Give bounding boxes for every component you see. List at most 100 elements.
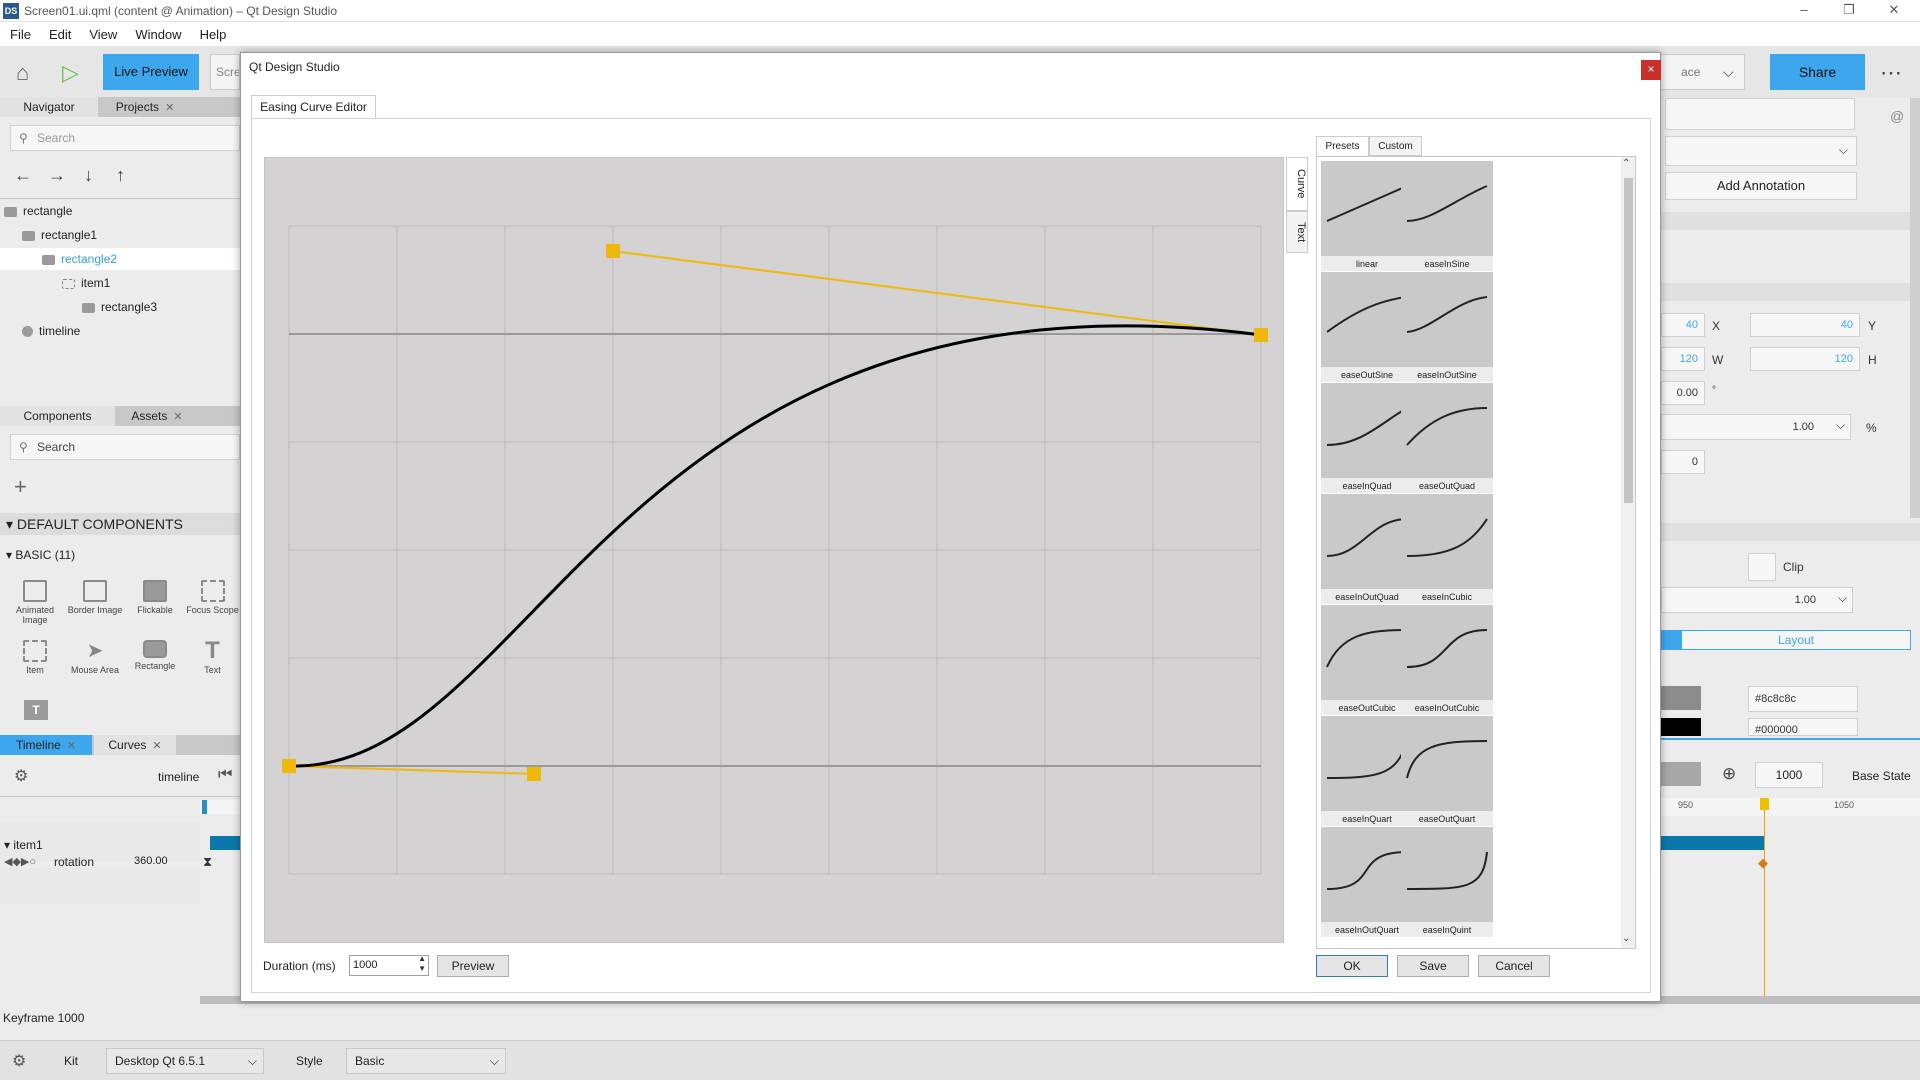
components-search-input[interactable]: ⚲ Search [10, 434, 240, 460]
basic-section-header[interactable]: ▾ BASIC (11) [6, 548, 76, 562]
tab-presets[interactable]: Presets [1316, 136, 1369, 156]
maximize-button[interactable]: ❐ [1843, 2, 1855, 17]
preset-easeoutquart[interactable]: easeOutQuart [1401, 716, 1493, 826]
default-components-header[interactable]: ▾ DEFAULT COMPONENTS [0, 513, 240, 535]
tab-timeline[interactable]: Timeline ✕ [0, 735, 92, 755]
color-field[interactable]: #8c8c8c [1748, 686, 1858, 712]
clip-checkbox[interactable] [1748, 553, 1776, 581]
tab-layout[interactable]: Layout [1681, 630, 1911, 650]
tree-item[interactable]: rectangle [0, 200, 240, 222]
scroll-up-icon[interactable]: ⌃ [1622, 158, 1631, 169]
tab-projects[interactable]: Projects ✕ [100, 97, 190, 117]
at-icon[interactable]: @ [1890, 108, 1905, 124]
component-item[interactable]: Item [5, 640, 65, 675]
tree-item[interactable]: timeline [0, 320, 240, 342]
scroll-down-icon[interactable]: ⌄ [1622, 933, 1631, 944]
close-window-button[interactable]: ✕ [1888, 2, 1900, 17]
playhead-handle[interactable] [202, 800, 207, 814]
tab-assets[interactable]: Assets ✕ [117, 406, 197, 426]
live-preview-button[interactable]: Live Preview [103, 54, 199, 90]
preset-easeinquad[interactable]: easeInQuad [1321, 383, 1413, 493]
component-flickable[interactable]: Flickable [125, 580, 185, 615]
timeline-ruler[interactable] [200, 800, 240, 814]
menu-edit[interactable]: Edit [48, 27, 72, 42]
arrow-left-icon[interactable]: ← [14, 165, 32, 185]
to-start-icon[interactable]: ⏮ [218, 766, 233, 783]
arrow-up-icon[interactable]: ↑ [116, 165, 125, 185]
tree-item[interactable]: rectangle3 [0, 296, 240, 318]
type-combo[interactable]: ⌵ [1665, 136, 1857, 166]
gear-icon[interactable]: ⚙ [14, 768, 29, 785]
save-button[interactable]: Save [1397, 955, 1469, 977]
y-field[interactable]: 40 [1750, 313, 1860, 337]
preview-button[interactable]: Preview [437, 955, 509, 977]
scale-field[interactable]: 1.00 [1661, 414, 1851, 440]
chevron-down-icon[interactable]: ⌵ [1838, 591, 1848, 605]
arrow-down-icon[interactable]: ↓ [84, 165, 93, 185]
border-color-field[interactable]: #000000 [1748, 718, 1858, 736]
preset-easeinoutquart[interactable]: easeInOutQuart [1321, 827, 1413, 937]
component-focus-scope[interactable]: Focus Scope [185, 580, 240, 615]
height-field[interactable]: 120 [1750, 347, 1860, 371]
preset-easeoutcubic[interactable]: easeOutCubic [1321, 605, 1413, 715]
close-icon[interactable]: ✕ [165, 102, 175, 114]
home-icon[interactable]: ⌂ [16, 60, 30, 85]
close-icon[interactable]: × [1641, 60, 1661, 80]
x-field[interactable]: 40 [1661, 313, 1705, 337]
color-swatch[interactable] [1661, 686, 1701, 710]
tab-components[interactable]: Components [0, 406, 115, 426]
preset-easeincubic[interactable]: easeInCubic [1401, 494, 1493, 604]
gear-icon[interactable]: ⚙ [12, 1053, 27, 1070]
tab-custom[interactable]: Custom [1369, 136, 1422, 156]
track-bar[interactable] [210, 836, 240, 850]
component-mouse-area[interactable]: ➤ Mouse Area [65, 640, 125, 675]
preset-easeinquart[interactable]: easeInQuart [1321, 716, 1413, 826]
width-field[interactable]: 120 [1661, 347, 1705, 371]
preset-easeinoutsine[interactable]: easeInOutSine [1401, 272, 1493, 382]
keyframe-nav-icon[interactable]: ◀◆▶○ [4, 856, 37, 868]
property-value[interactable]: 360.00 [134, 855, 168, 867]
tree-item-selected[interactable]: rectangle2 [0, 248, 240, 270]
component-border-image[interactable]: Border Image [65, 580, 125, 615]
scroll-thumb[interactable] [1624, 178, 1633, 503]
preset-easeoutquad[interactable]: easeOutQuad [1401, 383, 1493, 493]
track-bar[interactable] [1661, 836, 1765, 850]
border-color-swatch[interactable] [1661, 718, 1701, 736]
add-module-icon[interactable]: + [14, 474, 27, 499]
add-annotation-button[interactable]: Add Annotation [1665, 172, 1857, 200]
text-edit-icon[interactable]: T [24, 700, 48, 720]
close-icon[interactable]: ✕ [173, 411, 183, 423]
spin-arrows-icon[interactable]: ▲ ▼ [418, 954, 426, 973]
navigator-search-input[interactable]: ⚲ Search [10, 125, 240, 151]
tab-curve[interactable]: Curve [1286, 157, 1308, 211]
style-selector[interactable]: Basic ⌵ [346, 1048, 506, 1074]
component-rectangle[interactable]: Rectangle [125, 640, 185, 671]
z-field[interactable]: 0 [1661, 450, 1705, 474]
kit-selector[interactable]: Desktop Qt 6.5.1 ⌵ [106, 1048, 264, 1074]
share-button[interactable]: Share [1770, 54, 1865, 90]
close-icon[interactable]: ✕ [66, 740, 77, 752]
zoom-slider[interactable] [1661, 762, 1701, 786]
tab-text[interactable]: Text [1286, 211, 1308, 253]
arrow-right-icon[interactable]: → [48, 165, 66, 185]
end-frame-field[interactable]: 1000 [1755, 762, 1823, 788]
screen-selector[interactable]: Scree [210, 54, 240, 90]
properties-scrollbar[interactable] [1910, 98, 1920, 518]
duration-spinbox[interactable]: 1000 ▲ ▼ [349, 954, 429, 976]
preset-easeinoutquad[interactable]: easeInOutQuad [1321, 494, 1413, 604]
component-animated-image[interactable]: Animated Image [5, 580, 65, 625]
curve-canvas[interactable] [264, 157, 1284, 943]
track-item[interactable]: ▾ item1 [4, 838, 43, 852]
preset-easeoutsine[interactable]: easeOutSine [1321, 272, 1413, 382]
menu-file[interactable]: File [10, 27, 31, 42]
tree-item[interactable]: item1 [0, 272, 240, 294]
preset-easeinsine[interactable]: easeInSine [1401, 161, 1493, 271]
minimize-button[interactable]: – [1800, 2, 1808, 17]
opacity-field[interactable]: 1.00 [1661, 587, 1853, 613]
preset-linear[interactable]: linear [1321, 161, 1413, 271]
tab-curves[interactable]: Curves ✕ [94, 735, 176, 755]
id-field[interactable] [1665, 98, 1855, 130]
menu-window[interactable]: Window [135, 27, 182, 42]
preset-easeinquint[interactable]: easeInQuint [1401, 827, 1493, 937]
ok-button[interactable]: OK [1316, 955, 1388, 977]
